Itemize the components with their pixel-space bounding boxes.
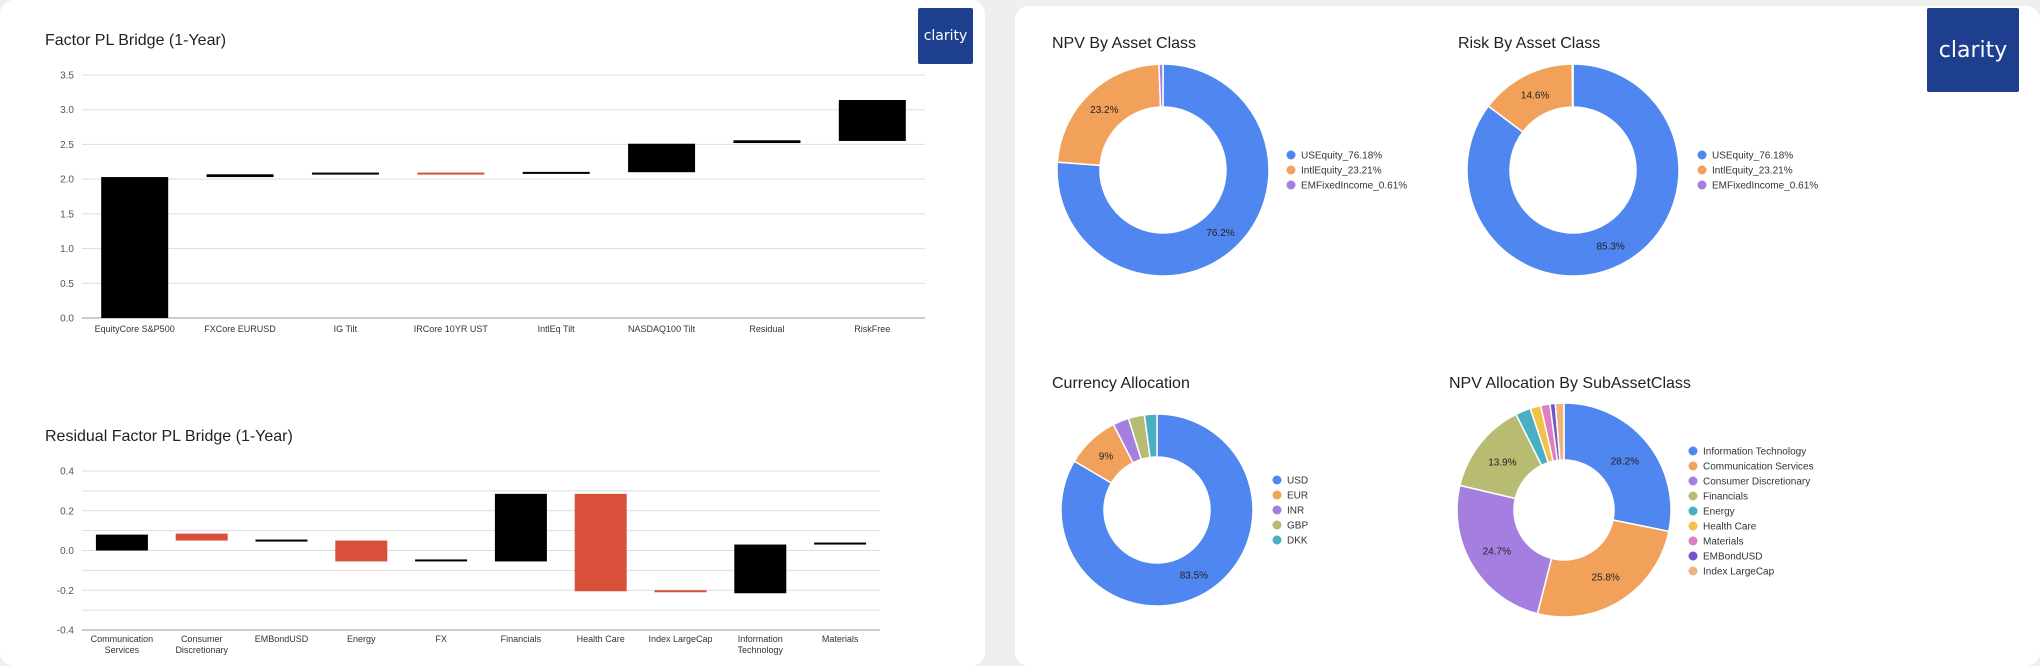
left-panel: clarity (0, 0, 985, 666)
right-panel: clarity (1015, 6, 2040, 666)
clarity-logo: clarity (1927, 8, 2019, 92)
clarity-logo: clarity (918, 8, 973, 64)
